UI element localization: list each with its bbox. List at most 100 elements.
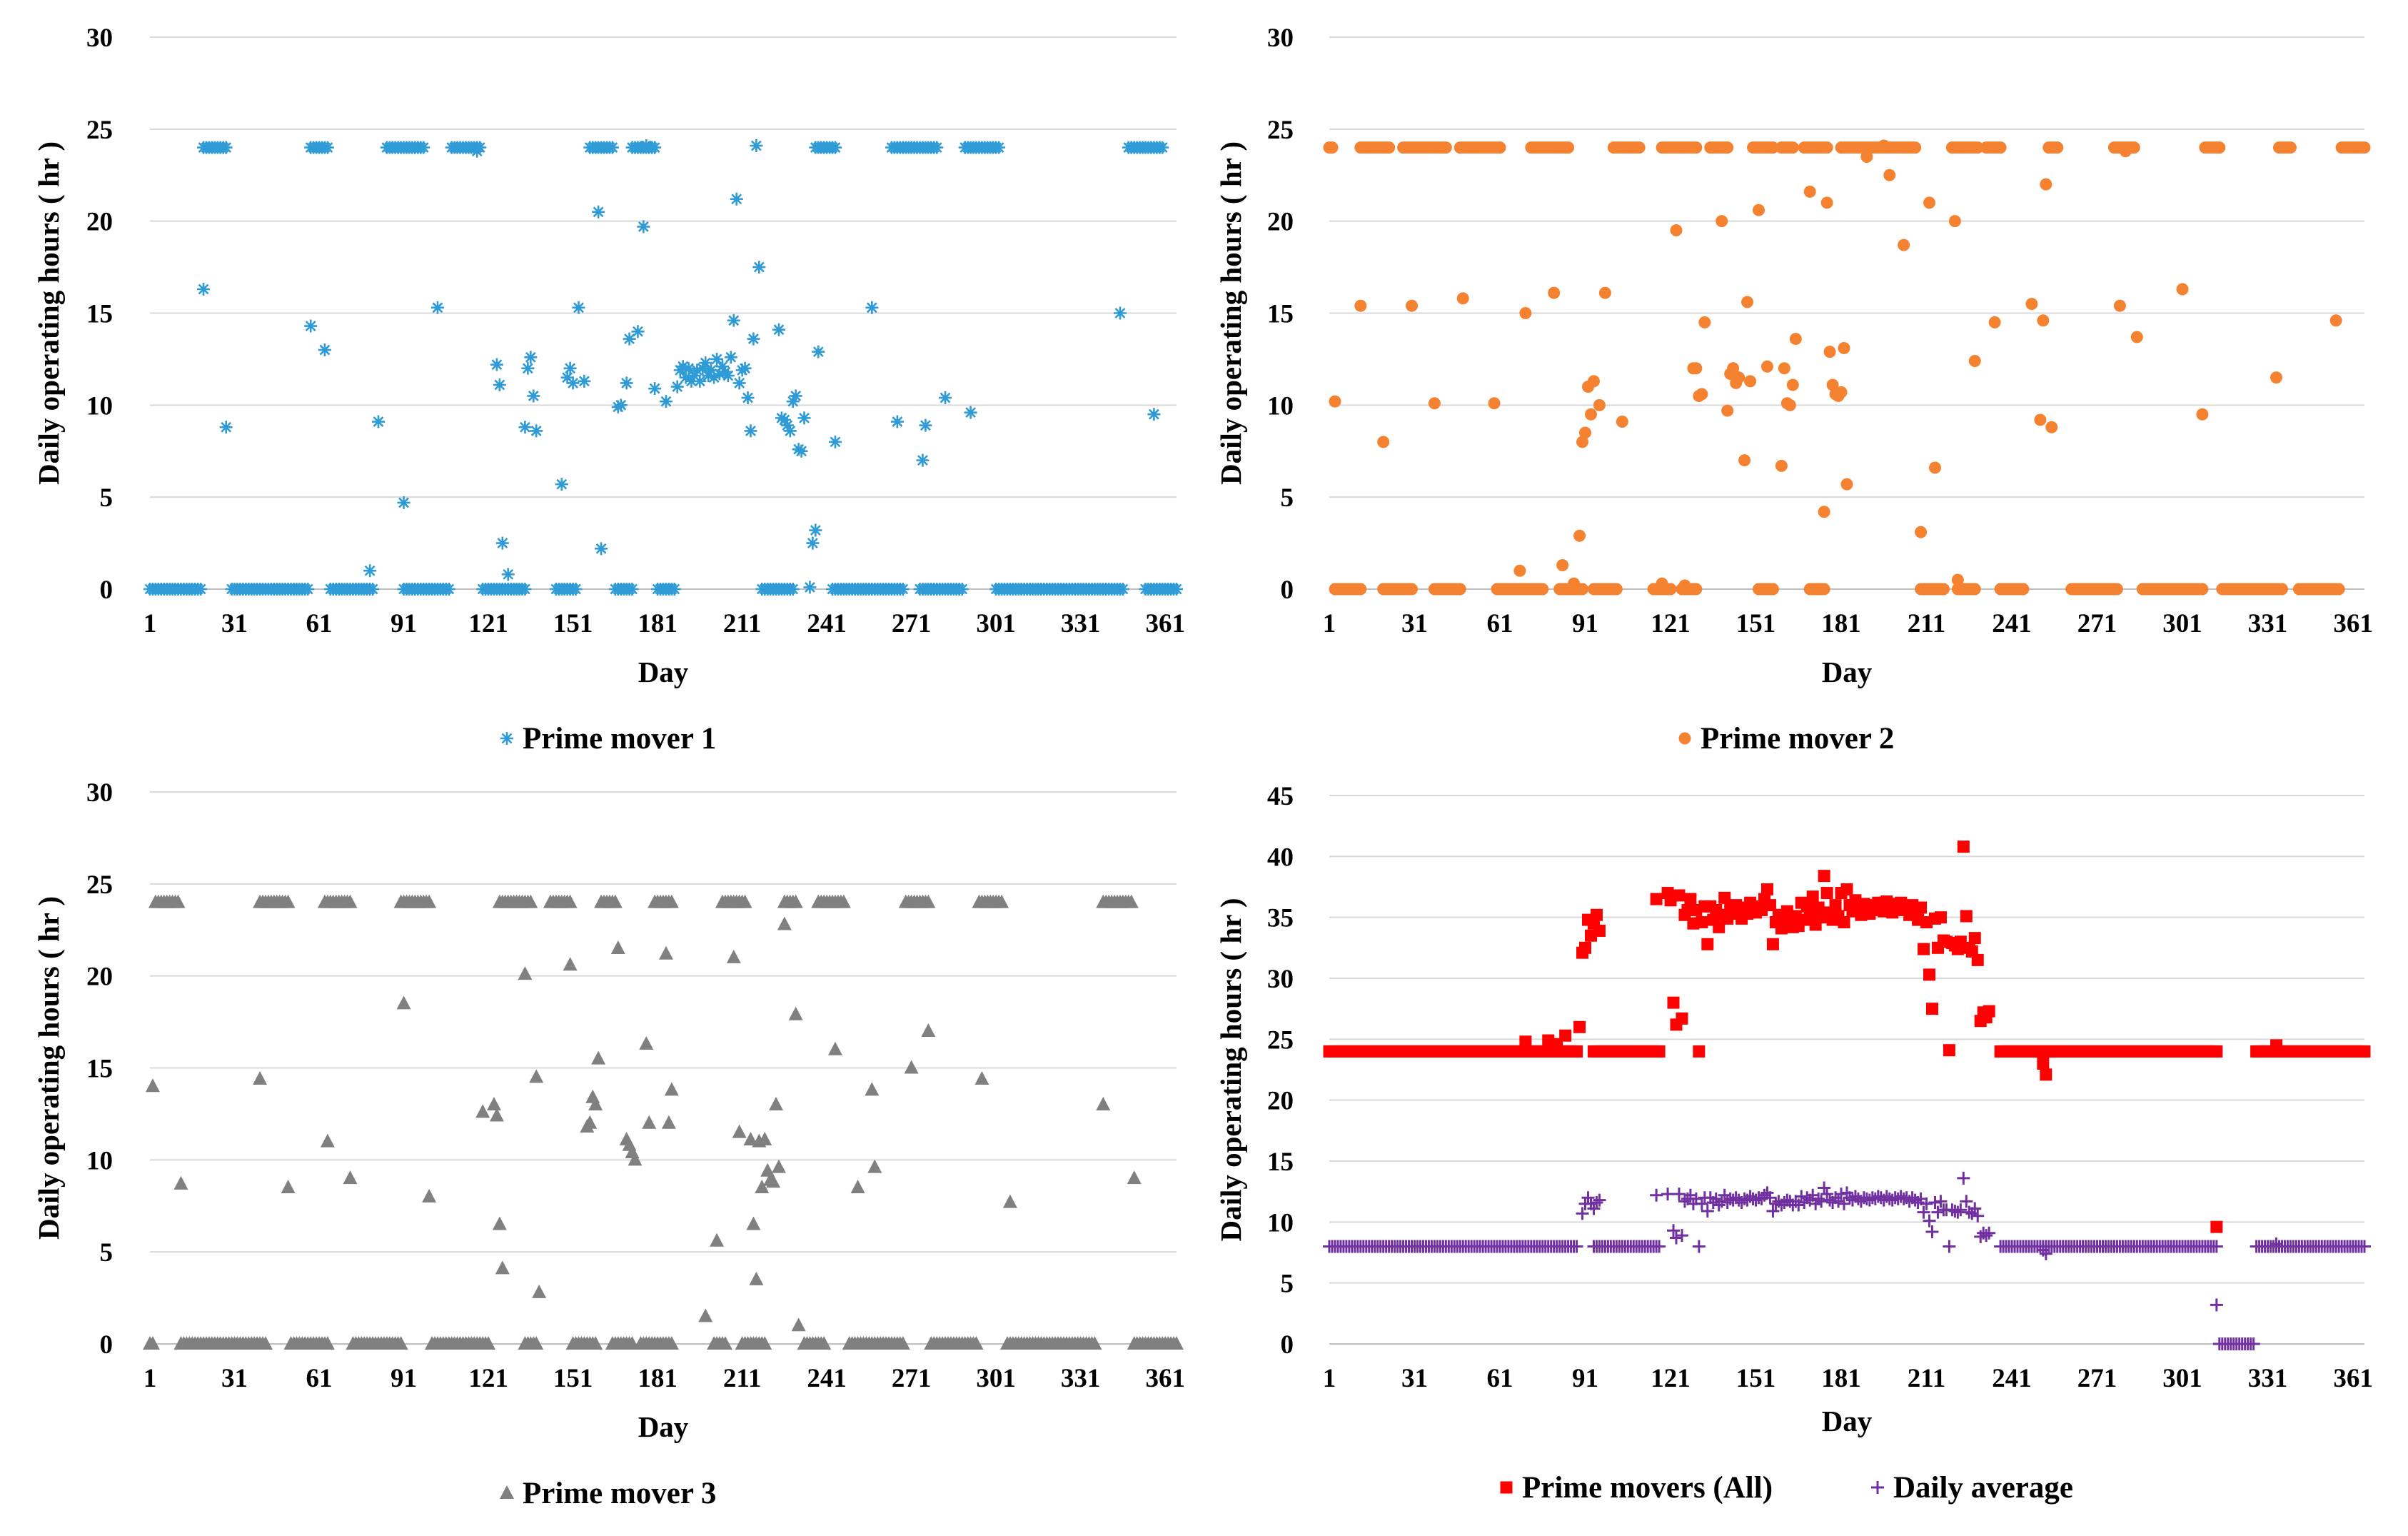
data-point [1763, 899, 1776, 912]
data-point [1840, 883, 1853, 895]
data-point [2045, 421, 2058, 433]
data-point [760, 1163, 775, 1177]
x-tick-label: 361 [1145, 1364, 1185, 1393]
data-point [1650, 1188, 1663, 1202]
data-point [1957, 840, 1970, 853]
y-tick-label: 30 [1267, 965, 1294, 994]
data-point [1826, 378, 1839, 391]
data-point [495, 536, 509, 550]
data-point [605, 141, 619, 154]
y-tick-label: 25 [86, 870, 113, 900]
x-tick-label: 151 [553, 609, 593, 638]
data-point [1968, 354, 1981, 367]
data-point [1428, 397, 1441, 410]
data-point [1915, 526, 1928, 538]
data-point [1667, 996, 1680, 1009]
y-tick-label: 20 [1267, 208, 1294, 237]
data-point [921, 1023, 936, 1037]
data-point [219, 141, 233, 154]
data-point [2196, 408, 2209, 421]
data-point [1678, 1195, 1691, 1208]
data-point [1948, 215, 1961, 228]
data-point [321, 141, 334, 154]
data-point [1406, 299, 1419, 312]
data-point [1690, 362, 1703, 375]
data-point [1820, 196, 1833, 209]
data-point [1536, 583, 1549, 596]
data-point [1383, 141, 1396, 154]
x-tick-label: 1 [1323, 609, 1336, 638]
data-point [699, 356, 712, 370]
data-point [1616, 416, 1628, 428]
data-point [1354, 583, 1367, 596]
data-point [828, 141, 842, 154]
y-tick-label: 25 [1267, 1025, 1294, 1055]
legend-label: Prime mover 2 [1701, 722, 1894, 756]
data-point [1598, 286, 1611, 299]
legend-label: Prime mover 1 [523, 722, 716, 756]
data-point [529, 1069, 544, 1083]
data-point [1653, 1240, 1666, 1253]
legend-label: Prime movers (All) [1522, 1471, 1773, 1505]
data-point [1820, 1188, 1834, 1201]
data-point [786, 583, 800, 596]
data-point [788, 894, 803, 908]
data-point [772, 323, 785, 336]
data-point [591, 1050, 606, 1065]
x-tick-label: 181 [638, 1364, 677, 1393]
data-point [1883, 169, 1896, 181]
x-tick-label: 61 [306, 1364, 333, 1393]
data-point [397, 496, 410, 509]
data-point [1823, 1193, 1837, 1207]
data-point [1653, 1045, 1666, 1058]
data-point [780, 418, 794, 432]
data-point [1931, 1205, 1945, 1219]
x-tick-label: 211 [1908, 1364, 1945, 1393]
y-tick-label: 45 [1267, 782, 1294, 811]
data-point [1786, 378, 1799, 391]
data-point [1948, 1204, 1962, 1218]
data-point [523, 894, 538, 908]
x-tick-label: 61 [1487, 609, 1513, 638]
y-tick-label: 20 [86, 963, 113, 992]
data-point [422, 894, 437, 908]
x-tick-label: 211 [723, 1364, 761, 1393]
x-tick-label: 91 [1572, 1364, 1598, 1393]
x-tick-label: 211 [1908, 609, 1945, 638]
x-tick-label: 31 [221, 609, 248, 638]
data-point [1960, 910, 1973, 923]
data-point [668, 583, 681, 596]
data-point [698, 1308, 713, 1322]
data-point [1775, 459, 1788, 472]
x-tick-label: 271 [2077, 609, 2117, 638]
data-point [2284, 141, 2297, 154]
data-point [1937, 583, 1950, 596]
data-point [1943, 1044, 1955, 1057]
data-point [741, 391, 755, 405]
data-point [1656, 577, 1668, 590]
data-point [969, 1336, 984, 1350]
data-point [786, 395, 800, 408]
data-point [2037, 1057, 2050, 1070]
data-point [1727, 362, 1740, 375]
data-point [2119, 145, 2132, 158]
data-point [806, 536, 820, 550]
data-point [1994, 141, 2007, 154]
data-point [1593, 1193, 1606, 1207]
data-point [2196, 583, 2209, 596]
data-point [1753, 204, 1765, 216]
y-tick-label: 15 [86, 300, 113, 329]
data-point [1170, 583, 1183, 596]
data-point [696, 361, 710, 375]
data-point [442, 583, 455, 596]
data-point [1885, 1193, 1899, 1207]
data-point [1925, 1225, 1939, 1238]
data-point [679, 371, 692, 384]
y-axis-label: Daily operating hours ( hr ) [1214, 141, 1247, 485]
data-point [489, 1108, 504, 1122]
data-point [1908, 1193, 1922, 1207]
data-point [640, 139, 653, 153]
data-point [2275, 583, 2288, 596]
y-tick-label: 30 [86, 778, 113, 808]
